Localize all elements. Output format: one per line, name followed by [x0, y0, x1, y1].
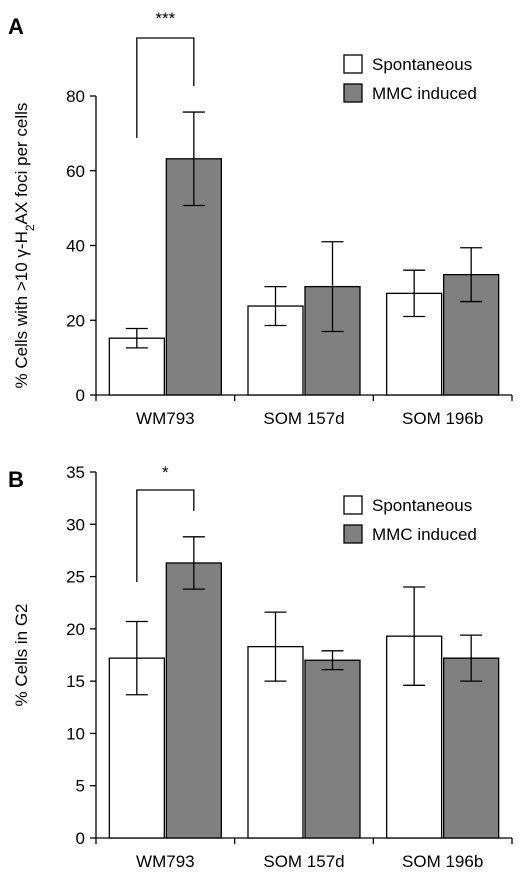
chart-panel-b: B 0 5 10 15 20 25 30 35 % Cells in G2 WM793 SOM 157…: [8, 463, 513, 871]
y-tick-label: 10: [66, 724, 85, 743]
bar-mmc-induced: [165, 562, 222, 839]
y-tick-label: 0: [76, 829, 85, 848]
significance-label: *: [162, 463, 169, 482]
legend-swatch: [343, 495, 363, 515]
bar-spontaneous: [386, 292, 443, 396]
y-tick-label: 20: [66, 311, 85, 330]
x-tick-label: WM793: [136, 852, 195, 871]
y-axis-label: % Cells in G2: [12, 604, 31, 707]
legend-swatch: [343, 54, 363, 74]
legend-swatch: [343, 524, 363, 544]
legend-swatch: [343, 83, 363, 103]
bar-mmc-induced: [304, 659, 361, 839]
legend-label: MMC induced: [372, 84, 477, 103]
x-tick-label: SOM 196b: [402, 852, 483, 871]
chart-panel-a: A 0 20 40 60 80 % Cells with >10 γ-H2AX foci p…: [8, 9, 513, 428]
x-tick-label: WM793: [136, 409, 195, 428]
y-tick-label: 5: [76, 777, 85, 796]
y-tick-label: 30: [66, 515, 85, 534]
panel-letter: B: [8, 467, 24, 492]
y-tick-label: 15: [66, 672, 85, 691]
bar-mmc-induced: [304, 285, 361, 396]
bar-mmc-induced: [443, 657, 500, 839]
y-axis-label: % Cells with >10 γ-H2AX foci per cells: [12, 103, 37, 389]
y-tick-label: 40: [66, 237, 85, 256]
x-tick-label: SOM 196b: [402, 409, 483, 428]
y-tick-label: 80: [66, 87, 85, 106]
significance-bracket: [136, 37, 195, 138]
x-tick-label: SOM 157d: [263, 852, 344, 871]
significance-bracket: [136, 489, 195, 582]
y-tick-label: 25: [66, 568, 85, 587]
legend-label: MMC induced: [372, 525, 477, 544]
significance-label: ***: [155, 9, 175, 28]
y-tick-label: 35: [66, 463, 85, 482]
panel-letter: A: [8, 14, 24, 39]
legend-label: Spontaneous: [372, 496, 472, 515]
y-tick-label: 0: [76, 386, 85, 405]
y-tick-label: 20: [66, 620, 85, 639]
x-tick-label: SOM 157d: [263, 409, 344, 428]
y-tick-label: 60: [66, 162, 85, 181]
legend-label: Spontaneous: [372, 55, 472, 74]
